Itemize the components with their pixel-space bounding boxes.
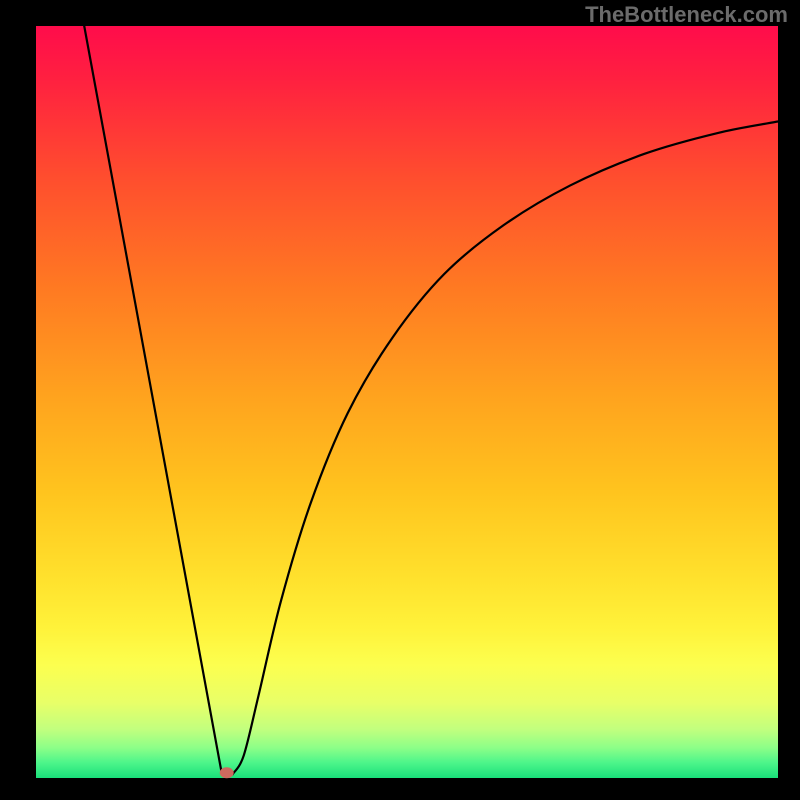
watermark-text: TheBottleneck.com: [585, 2, 788, 28]
optimal-point-marker: [220, 767, 234, 778]
bottleneck-chart: [0, 0, 800, 800]
gradient-plot-background: [36, 26, 778, 778]
chart-wrapper: TheBottleneck.com: [0, 0, 800, 800]
